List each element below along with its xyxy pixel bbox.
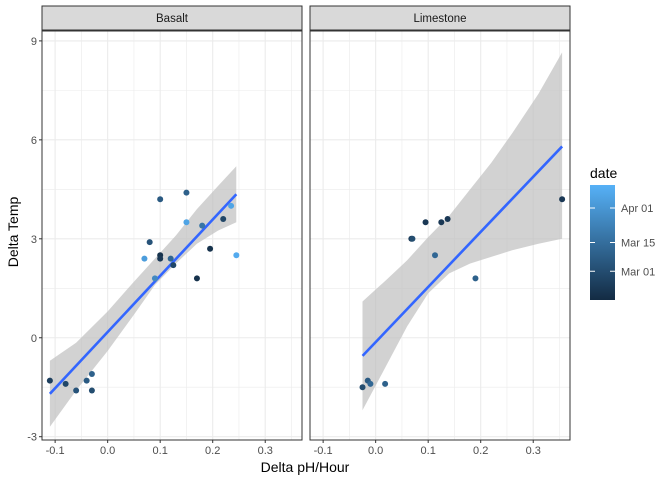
legend-ticks: Apr 01 Mar 15 Mar 01 bbox=[590, 203, 655, 278]
y-tick-label: 3 bbox=[31, 234, 37, 246]
data-point bbox=[233, 252, 240, 259]
data-point bbox=[146, 239, 153, 246]
data-point bbox=[220, 216, 227, 223]
x-tick-label: 0.1 bbox=[153, 445, 168, 457]
facet-strip bbox=[309, 5, 571, 31]
data-point bbox=[559, 196, 566, 203]
y-tick-label: 0 bbox=[31, 333, 37, 345]
facet-strip-label: Limestone bbox=[413, 13, 466, 25]
data-point bbox=[62, 380, 69, 387]
facet-basalt: Basalt -0.1 0.0 0.1 0.2 0.3 bbox=[41, 5, 303, 457]
data-point bbox=[444, 216, 451, 223]
data-point bbox=[141, 255, 148, 262]
facet-strip bbox=[41, 5, 303, 31]
regression-line bbox=[48, 193, 238, 395]
data-point bbox=[151, 275, 158, 282]
facets-layer: Basalt -0.1 0.0 0.1 0.2 0.3 Limestone -0.1 0.0 0.… bbox=[41, 5, 571, 457]
data-point bbox=[183, 219, 190, 226]
legend: date Apr 01 Mar 15 Mar 01 bbox=[590, 165, 655, 300]
y-tick-label: 6 bbox=[31, 135, 37, 147]
x-tick-label: -0.1 bbox=[46, 445, 65, 457]
x-tick-label: 0.0 bbox=[368, 445, 383, 457]
facet-limestone: Limestone -0.1 0.0 0.1 0.2 0.3 bbox=[309, 5, 571, 457]
data-point bbox=[183, 189, 190, 196]
y-tick-label: -3 bbox=[27, 432, 37, 444]
data-point bbox=[73, 387, 80, 394]
data-point bbox=[167, 255, 174, 262]
data-point bbox=[382, 380, 389, 387]
data-point bbox=[409, 235, 416, 242]
x-tick-label: 0.1 bbox=[421, 445, 436, 457]
legend-label: Apr 01 bbox=[621, 203, 653, 215]
data-point bbox=[170, 262, 177, 269]
legend-label: Mar 15 bbox=[621, 238, 655, 250]
data-point bbox=[422, 219, 429, 226]
data-point bbox=[157, 255, 164, 262]
confidence-ribbon bbox=[49, 166, 237, 427]
data-point bbox=[83, 377, 90, 384]
x-tick-label: -0.1 bbox=[314, 445, 333, 457]
regression-line bbox=[361, 145, 564, 357]
data-point bbox=[157, 196, 164, 203]
data-point bbox=[432, 252, 439, 259]
data-point bbox=[472, 275, 479, 282]
data-point bbox=[228, 202, 235, 209]
x-tick-label: 0.2 bbox=[205, 445, 220, 457]
data-point bbox=[88, 387, 95, 394]
legend-title: date bbox=[590, 165, 617, 181]
data-point bbox=[438, 219, 445, 226]
x-tick-label: 0.3 bbox=[258, 445, 273, 457]
x-axis-title: Delta pH/Hour bbox=[261, 459, 350, 475]
x-tick-label: 0.0 bbox=[100, 445, 115, 457]
confidence-ribbon bbox=[362, 52, 563, 411]
panel-border bbox=[41, 30, 303, 441]
data-point bbox=[46, 377, 53, 384]
panel-border bbox=[309, 30, 571, 441]
facet-strip-label: Basalt bbox=[156, 13, 189, 25]
data-point bbox=[359, 384, 366, 391]
data-point bbox=[88, 371, 95, 378]
data-point bbox=[193, 275, 200, 282]
x-tick-label: 0.2 bbox=[473, 445, 488, 457]
legend-label: Mar 01 bbox=[621, 266, 655, 278]
data-point bbox=[199, 222, 206, 229]
x-tick-label: 0.3 bbox=[526, 445, 541, 457]
data-point bbox=[367, 380, 374, 387]
y-tick-label: 9 bbox=[31, 36, 37, 48]
y-axis-title: Delta Temp bbox=[5, 197, 21, 268]
y-axis-ticks: -3 0 3 6 9 bbox=[27, 36, 42, 444]
data-point bbox=[207, 245, 214, 252]
